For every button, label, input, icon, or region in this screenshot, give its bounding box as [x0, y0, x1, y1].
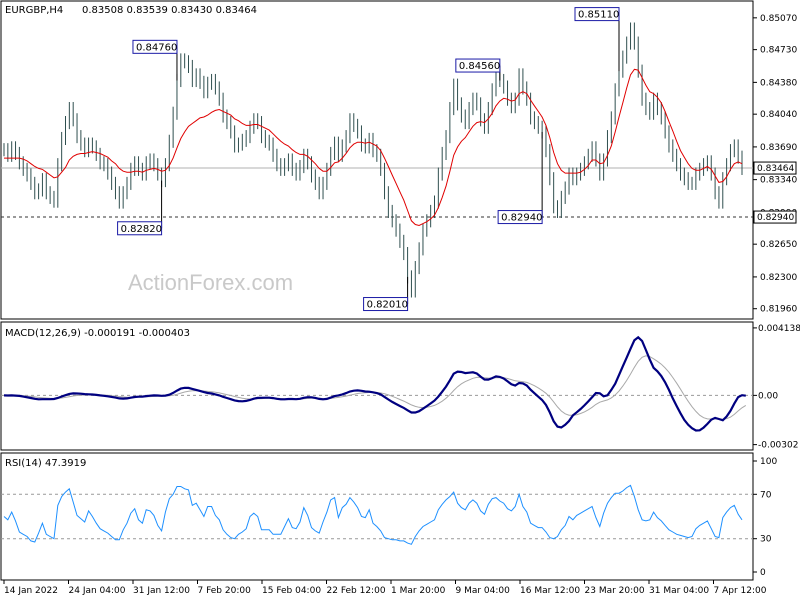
price-axis-label: 0.84730: [760, 46, 797, 56]
moving-average-line: [4, 68, 743, 227]
macd-axis-label: 0.004138: [758, 324, 800, 334]
current-price-tag-box: [753, 161, 797, 175]
axes-layer: 0.85070 0.84730 0.84380 0.84040 0.83690 0.833…: [3, 14, 800, 596]
time-axis-label: 7 Feb 20:00: [198, 586, 252, 596]
macd-axis-label: 0.00: [758, 391, 778, 401]
annotation-label: 0.85110: [578, 10, 619, 21]
macd-title: MACD(12,26,9) -0.000191 -0.000403: [5, 328, 190, 339]
time-axis-label: 31 Mar 04:00: [649, 586, 709, 596]
annotation-box: [574, 7, 620, 22]
watermark: ActionForex.com: [128, 270, 293, 295]
current-price-tag: 0.83464: [757, 164, 794, 174]
annotation-box: [497, 210, 543, 225]
price-axis-label: 0.83690: [760, 143, 797, 153]
price-axis-label: 0.83340: [760, 176, 797, 186]
rsi-title: RSI(14) 47.3919: [5, 458, 86, 469]
annotation-label: 0.82820: [121, 224, 162, 235]
support-price-tag-box: [753, 210, 797, 224]
macd-series-layer: [1, 335, 753, 432]
annotation-label: 0.84760: [136, 42, 177, 53]
annotation-label: 0.84560: [459, 61, 500, 72]
rsi-axis-label: 100: [760, 457, 777, 467]
price-axis-label: 0.85070: [760, 14, 797, 24]
rsi-panel: [0, 452, 754, 581]
price-axis-label: 0.82300: [760, 273, 797, 283]
chart-symbol: EURGBP,H4: [5, 5, 63, 16]
price-axis-label: 0.84380: [760, 78, 797, 88]
price-axis-label: 0.84040: [760, 110, 797, 120]
support-price-tag: 0.82940: [757, 213, 794, 223]
rsi-axis-label: 30: [760, 535, 772, 545]
time-axis-label: 9 Mar 04:00: [456, 586, 511, 596]
annotation-label: 0.82010: [367, 300, 408, 311]
time-axis-label: 31 Jan 12:00: [133, 586, 190, 596]
annotation-label: 0.82940: [501, 213, 542, 224]
rsi-line: [3, 484, 743, 545]
annotation-box: [132, 39, 178, 54]
macd-line: [3, 335, 746, 432]
time-axis-label: 22 Feb 12:00: [327, 586, 386, 596]
price-axis-label: 0.81960: [760, 305, 797, 315]
time-axis-label: 24 Jan 04:00: [69, 586, 126, 596]
macd-panel: [0, 321, 754, 451]
chart-ohlc: 0.83508 0.83539 0.83430 0.83464: [82, 5, 257, 16]
price-series-layer: 0.84760 0.82820 0.82010 0.84560 0.82940 0.851…: [1, 7, 753, 312]
annotation-box: [455, 58, 501, 73]
time-axis-label: 16 Mar 12:00: [520, 586, 580, 596]
time-axis-label: 14 Jan 2022: [4, 586, 58, 596]
rsi-axis-label: 0: [760, 568, 766, 578]
time-axis-label: 15 Feb 04:00: [262, 586, 321, 596]
time-axis-label: 1 Mar 20:00: [391, 586, 446, 596]
rsi-series-layer: [1, 484, 753, 545]
time-axis-label: 23 Mar 20:00: [585, 586, 645, 596]
annotation-box: [363, 297, 409, 312]
rsi-axis-label: 70: [760, 490, 772, 500]
macd-axis-label: -0.00302: [758, 441, 798, 451]
time-axis-label: 7 Apr 12:00: [714, 586, 767, 596]
price-axis-label: 0.82650: [760, 240, 797, 250]
annotation-box: [117, 221, 163, 236]
